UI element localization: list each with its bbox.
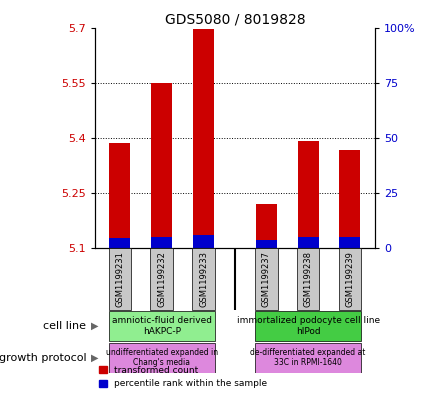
Text: de-differentiated expanded at
33C in RPMI-1640: de-differentiated expanded at 33C in RPM…: [250, 348, 365, 367]
Bar: [297, 237, 318, 248]
Text: immortalized podocyte cell line
hIPod: immortalized podocyte cell line hIPod: [236, 316, 379, 336]
Bar: [296, 248, 319, 310]
Bar: [339, 237, 359, 248]
Bar: [255, 204, 276, 248]
Text: ▶: ▶: [90, 321, 98, 331]
Text: amniotic-fluid derived
hAKPC-P: amniotic-fluid derived hAKPC-P: [111, 316, 211, 336]
Bar: [297, 141, 318, 248]
Text: ▶: ▶: [90, 353, 98, 363]
Bar: [108, 311, 214, 341]
Text: growth protocol: growth protocol: [0, 353, 86, 363]
Bar: [151, 83, 172, 248]
Legend: transformed count, percentile rank within the sample: transformed count, percentile rank withi…: [99, 366, 266, 389]
Bar: [255, 311, 360, 341]
Bar: [109, 239, 130, 248]
Bar: [255, 343, 360, 373]
Bar: [151, 237, 172, 248]
Title: GDS5080 / 8019828: GDS5080 / 8019828: [164, 12, 304, 26]
Bar: [255, 240, 276, 248]
Text: GSM1199232: GSM1199232: [157, 251, 166, 307]
Bar: [108, 343, 214, 373]
Bar: [255, 248, 277, 310]
Text: GSM1199238: GSM1199238: [303, 251, 312, 307]
Text: GSM1199233: GSM1199233: [199, 251, 208, 307]
Text: undifferentiated expanded in
Chang's media: undifferentiated expanded in Chang's med…: [105, 348, 217, 367]
Bar: [192, 248, 214, 310]
Bar: [193, 235, 213, 248]
Text: GSM1199237: GSM1199237: [261, 251, 270, 307]
Bar: [193, 29, 213, 248]
Text: GSM1199239: GSM1199239: [344, 251, 353, 307]
Bar: [338, 248, 360, 310]
Bar: [339, 151, 359, 248]
Text: GSM1199231: GSM1199231: [115, 251, 124, 307]
Bar: [109, 143, 130, 248]
Bar: [150, 248, 172, 310]
Bar: [108, 248, 131, 310]
Text: cell line: cell line: [43, 321, 86, 331]
